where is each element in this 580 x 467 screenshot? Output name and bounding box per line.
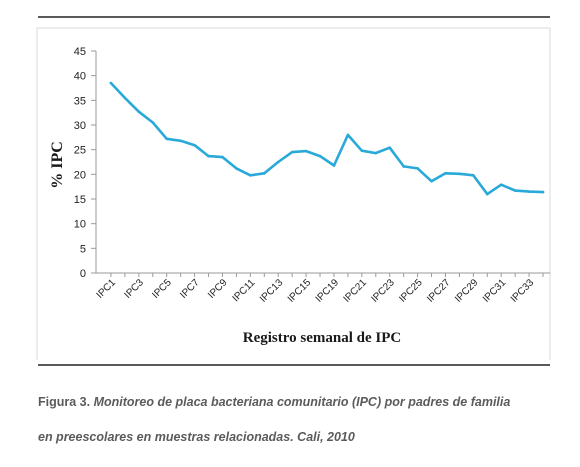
y-tick-label: 15 <box>74 194 86 206</box>
data-point <box>304 149 308 153</box>
y-axis: 0 5 10 15 20 25 30 35 40 45 <box>74 46 97 280</box>
data-point <box>374 151 378 155</box>
data-point <box>137 110 141 113</box>
data-point <box>235 167 238 170</box>
data-point <box>499 183 503 186</box>
y-tick-label: 35 <box>74 95 86 107</box>
y-tick-label: 5 <box>80 243 86 255</box>
x-tick-label: IPC3 <box>122 277 146 301</box>
data-point <box>458 172 461 176</box>
x-tick-label: IPC13 <box>258 277 286 305</box>
data-point <box>388 146 392 149</box>
x-tick-label: IPC7 <box>178 277 202 301</box>
x-tick-label: IPC25 <box>397 277 425 305</box>
x-tick-label: IPC1 <box>95 277 119 301</box>
data-point <box>485 192 489 196</box>
y-tick-label: 10 <box>74 219 86 231</box>
bottom-rule <box>38 364 550 366</box>
data-point <box>193 143 196 147</box>
data-point <box>360 149 364 152</box>
x-tick-label: IPC19 <box>314 277 342 305</box>
series-line <box>109 81 545 196</box>
data-point <box>221 155 224 159</box>
x-tick-label: IPC5 <box>150 277 174 301</box>
data-point <box>249 174 252 177</box>
x-tick-label: IPC21 <box>342 277 370 305</box>
y-tick-label: 40 <box>74 71 86 83</box>
data-point <box>276 160 280 164</box>
data-point <box>527 190 531 193</box>
x-tick-label: IPC15 <box>286 277 314 305</box>
x-tick-label: IPC23 <box>369 277 397 305</box>
figure-caption-line2: en preescolares en muestras relacionadas… <box>38 430 568 444</box>
figure-caption: Figura 3. Monitoreo de placa bacteriana … <box>38 395 568 409</box>
x-tick-label: IPC11 <box>231 277 258 304</box>
x-tick-label: IPC27 <box>425 277 453 305</box>
y-tick-label: 30 <box>74 120 86 132</box>
caption-label: Figura 3. <box>38 395 91 409</box>
plot-frame <box>36 27 551 360</box>
data-points <box>109 81 545 196</box>
data-point <box>318 154 322 158</box>
caption-line-2: en preescolares en muestras relacionadas… <box>38 430 355 444</box>
data-point <box>416 167 419 170</box>
x-tick-label: IPC9 <box>206 277 230 301</box>
data-point <box>402 165 405 168</box>
data-point <box>179 139 182 143</box>
y-axis-title: % IPC <box>49 141 66 189</box>
y-tick-label: 0 <box>80 268 86 280</box>
x-axis-title: Registro semanal de IPC <box>243 330 401 346</box>
x-axis: IPC1 IPC3 IPC5 IPC7 IPC9 IPC11 IPC13 IPC15 IPC19… <box>95 272 550 305</box>
data-point <box>109 81 113 85</box>
data-point <box>346 133 350 137</box>
data-point <box>151 121 155 124</box>
data-point <box>165 137 169 141</box>
data-point <box>541 190 545 194</box>
data-point <box>262 172 266 175</box>
data-point <box>472 174 475 177</box>
y-tick-label: 20 <box>74 169 86 181</box>
x-tick-label: IPC29 <box>453 277 481 305</box>
data-point <box>444 172 447 175</box>
caption-line-1: Monitoreo de placa bacteriana comunitari… <box>93 395 511 409</box>
data-point <box>332 164 336 167</box>
x-tick-label: IPC33 <box>509 277 537 305</box>
data-point <box>123 96 127 100</box>
y-tick-label: 25 <box>74 145 86 157</box>
data-point <box>513 189 517 192</box>
data-point <box>430 179 433 183</box>
data-point <box>290 150 294 154</box>
x-tick-label: IPC31 <box>481 277 509 305</box>
y-tick-label: 45 <box>74 46 86 58</box>
data-point <box>207 154 210 158</box>
top-rule <box>38 16 550 18</box>
